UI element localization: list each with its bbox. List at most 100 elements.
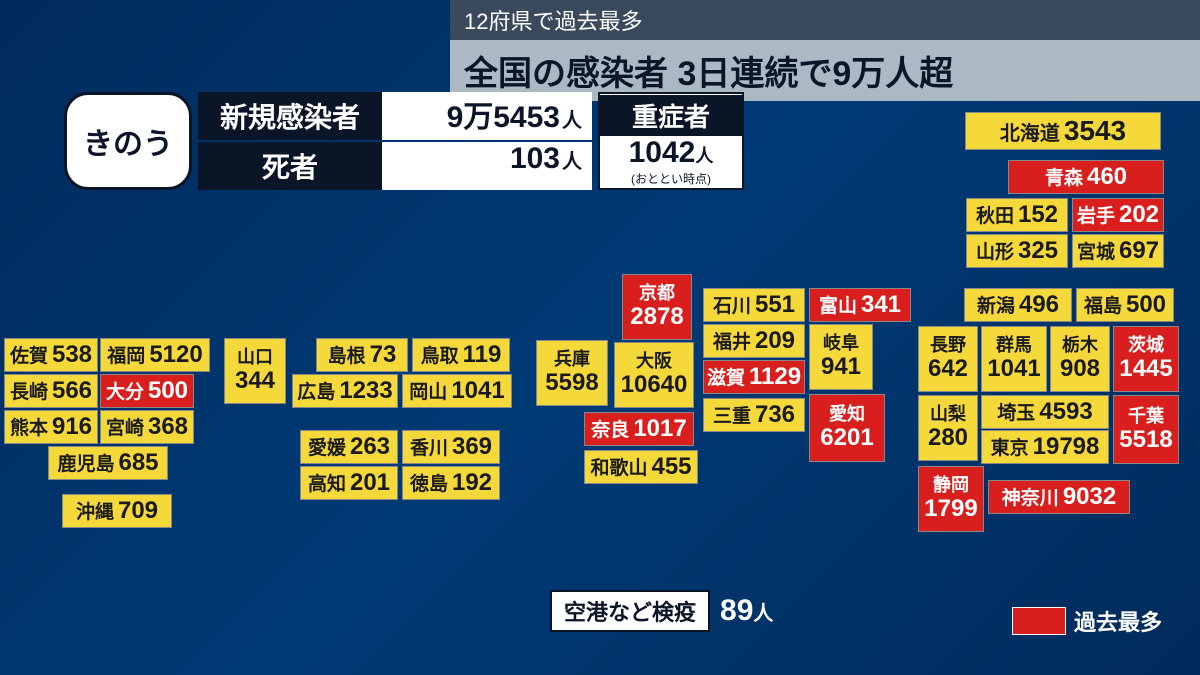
pref-name: 山梨 <box>930 405 966 424</box>
pref-box: 徳島192 <box>402 466 500 500</box>
pref-name: 滋賀 <box>707 363 745 390</box>
pref-box: 岡山1041 <box>402 374 512 408</box>
pref-value: 209 <box>755 327 795 355</box>
pref-box: 三重736 <box>703 398 805 432</box>
pref-box: 島根73 <box>316 338 408 372</box>
pref-name: 千葉 <box>1128 407 1164 426</box>
pref-value: 73 <box>370 341 397 369</box>
airport-label: 空港など検疫 <box>550 590 710 632</box>
pref-value: 368 <box>148 413 188 441</box>
pref-value: 566 <box>52 377 92 405</box>
pref-box: 岩手202 <box>1072 198 1164 232</box>
pref-value: 4593 <box>1039 398 1092 426</box>
pref-name: 長野 <box>930 336 966 355</box>
pref-box: 東京19798 <box>981 430 1109 464</box>
pref-value: 685 <box>118 449 158 477</box>
pref-value: 500 <box>148 377 188 405</box>
pref-box: 長崎566 <box>4 374 98 408</box>
pref-value: 538 <box>52 341 92 369</box>
pref-name: 神奈川 <box>1002 483 1059 510</box>
pref-name: 広島 <box>297 377 335 404</box>
pref-value: 119 <box>463 341 502 369</box>
pref-name: 福島 <box>1084 291 1122 318</box>
pref-value: 1233 <box>339 377 392 405</box>
pref-box: 福岡5120 <box>100 338 210 372</box>
pref-value: 369 <box>452 433 492 461</box>
pref-name: 鹿児島 <box>57 449 114 476</box>
pref-name: 島根 <box>328 341 366 368</box>
pref-name: 兵庫 <box>554 350 590 369</box>
pref-value: 736 <box>755 401 795 429</box>
pref-name: 茨城 <box>1128 336 1164 355</box>
legend-swatch-red <box>1012 607 1066 635</box>
pref-value: 1041 <box>987 356 1040 381</box>
pref-name: 埼玉 <box>997 398 1035 425</box>
pref-name: 沖縄 <box>76 497 114 524</box>
pref-value: 1017 <box>633 415 686 443</box>
pref-name: 宮崎 <box>106 413 144 440</box>
pref-box: 熊本916 <box>4 410 98 444</box>
pref-value: 500 <box>1126 291 1166 319</box>
pref-name: 東京 <box>991 433 1029 460</box>
pref-box: 大分500 <box>100 374 194 408</box>
pref-value: 1041 <box>451 377 504 405</box>
pref-box: 和歌山455 <box>584 450 698 484</box>
pref-box: 栃木908 <box>1050 326 1110 392</box>
prefecture-map: 北海道3543青森460秋田152岩手202山形325宮城697新潟496福島5… <box>0 0 1200 675</box>
pref-name: 熊本 <box>10 413 48 440</box>
pref-name: 秋田 <box>976 201 1014 228</box>
pref-name: 和歌山 <box>590 453 647 480</box>
pref-value: 5120 <box>149 341 202 369</box>
pref-value: 1799 <box>924 496 977 521</box>
pref-box: 秋田152 <box>966 198 1068 232</box>
pref-box: 滋賀1129 <box>703 360 805 394</box>
legend: 過去最多 <box>1012 605 1162 637</box>
pref-value: 325 <box>1018 237 1058 265</box>
pref-name: 三重 <box>713 401 751 428</box>
pref-box: 千葉5518 <box>1113 395 1179 464</box>
pref-name: 大阪 <box>636 352 672 371</box>
pref-box: 新潟496 <box>964 288 1072 322</box>
pref-value: 642 <box>928 356 968 381</box>
pref-box: 富山341 <box>809 288 911 322</box>
pref-name: 栃木 <box>1062 336 1098 355</box>
pref-value: 941 <box>821 354 861 379</box>
pref-box: 青森460 <box>1008 160 1164 194</box>
pref-box: 埼玉4593 <box>981 395 1109 429</box>
pref-box: 福井209 <box>703 324 805 358</box>
pref-box: 大阪10640 <box>614 342 694 408</box>
pref-value: 344 <box>235 368 275 393</box>
pref-value: 2878 <box>630 304 683 329</box>
pref-value: 496 <box>1019 291 1059 319</box>
pref-name: 石川 <box>713 291 751 318</box>
pref-name: 岡山 <box>409 377 447 404</box>
pref-value: 916 <box>52 413 92 441</box>
pref-name: 新潟 <box>977 291 1015 318</box>
pref-name: 山口 <box>237 348 273 367</box>
pref-name: 福井 <box>713 327 751 354</box>
pref-box: 広島1233 <box>292 374 398 408</box>
pref-name: 長崎 <box>10 377 48 404</box>
pref-name: 愛媛 <box>308 433 346 460</box>
pref-box: 長野642 <box>918 326 978 392</box>
pref-name: 佐賀 <box>10 341 48 368</box>
pref-box: 群馬1041 <box>981 326 1047 392</box>
pref-name: 香川 <box>410 433 448 460</box>
pref-name: 京都 <box>639 284 675 303</box>
pref-box: 神奈川9032 <box>988 480 1130 514</box>
pref-value: 1129 <box>749 363 801 391</box>
pref-value: 10640 <box>621 372 688 397</box>
pref-name: 岐阜 <box>823 334 859 353</box>
pref-name: 富山 <box>819 291 857 318</box>
pref-box: 沖縄709 <box>62 494 172 528</box>
pref-box: 茨城1445 <box>1113 326 1179 392</box>
pref-box: 京都2878 <box>622 274 692 340</box>
pref-box: 山梨280 <box>918 395 978 461</box>
pref-name: 鳥取 <box>421 341 459 368</box>
unit: 人 <box>753 603 773 625</box>
pref-box: 宮城697 <box>1072 234 1164 268</box>
pref-name: 高知 <box>308 469 346 496</box>
pref-name: 福岡 <box>107 341 145 368</box>
pref-value: 152 <box>1018 201 1058 229</box>
pref-name: 奈良 <box>591 415 629 442</box>
